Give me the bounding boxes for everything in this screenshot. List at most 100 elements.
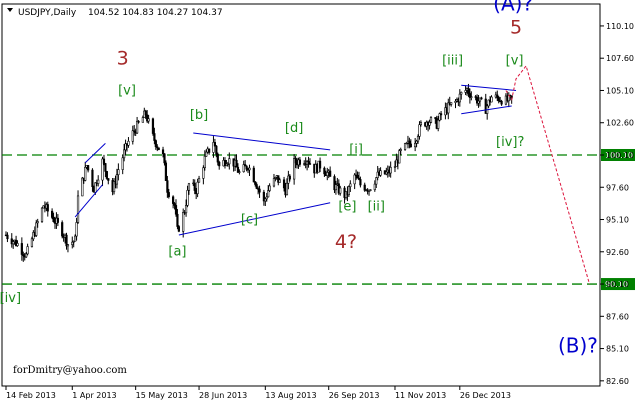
candle-body bbox=[282, 179, 286, 189]
trendline bbox=[461, 105, 512, 115]
candle-body bbox=[107, 178, 110, 181]
candle-body bbox=[238, 171, 241, 173]
candle-body bbox=[288, 175, 291, 180]
candle-body bbox=[385, 171, 388, 175]
candle-body bbox=[428, 121, 431, 126]
candle-body bbox=[121, 157, 124, 170]
wave-label: 3 bbox=[117, 48, 129, 70]
candle-body bbox=[242, 164, 245, 173]
projection-path bbox=[505, 64, 590, 285]
candle-body bbox=[480, 97, 483, 100]
plot-frame bbox=[1, 3, 601, 387]
x-tick-label: 26 Sep 2013 bbox=[329, 391, 380, 400]
y-tick-label: 97.60 bbox=[606, 183, 629, 192]
candle-body bbox=[405, 142, 408, 145]
candle-body bbox=[454, 100, 457, 103]
candle-body bbox=[464, 90, 467, 93]
candle-body bbox=[293, 158, 296, 180]
candle-body bbox=[81, 177, 84, 197]
wave-label: [e] bbox=[338, 199, 356, 214]
candle-body bbox=[153, 133, 156, 141]
candle-body bbox=[403, 143, 407, 150]
candle-body bbox=[369, 189, 372, 191]
candle-body bbox=[186, 189, 189, 206]
candle-body bbox=[215, 145, 218, 155]
candle-body bbox=[203, 155, 206, 169]
candle-body bbox=[308, 163, 312, 165]
candle-body bbox=[450, 102, 453, 105]
candle-body bbox=[151, 118, 155, 134]
candle-body bbox=[72, 240, 75, 243]
candle-body bbox=[84, 166, 87, 181]
chevron-down-icon[interactable] bbox=[7, 8, 13, 12]
x-tick-label: 1 Apr 2013 bbox=[72, 391, 116, 400]
wave-label: 4? bbox=[335, 231, 357, 253]
candle-body bbox=[398, 150, 401, 164]
candle-body bbox=[115, 174, 119, 185]
candle-body bbox=[458, 93, 461, 103]
candle-body bbox=[467, 88, 470, 94]
candle-body bbox=[416, 136, 420, 142]
candle-body bbox=[267, 190, 270, 198]
candle-body bbox=[30, 238, 34, 247]
candle-body bbox=[262, 191, 265, 202]
candle-body bbox=[94, 182, 97, 193]
candles bbox=[4, 83, 513, 262]
candle-body bbox=[87, 165, 90, 171]
candle-body bbox=[375, 177, 378, 185]
candle-body bbox=[353, 174, 356, 185]
candle-body bbox=[434, 117, 437, 119]
candle-body bbox=[318, 160, 322, 169]
candle-body bbox=[414, 142, 417, 148]
candle-body bbox=[323, 167, 326, 175]
candle-body bbox=[339, 187, 342, 194]
candle-body bbox=[163, 153, 166, 164]
y-axis: 110.10 107.60 105.10 102.60 100.10 97.60 95.10… bbox=[600, 22, 634, 386]
candle-body bbox=[176, 213, 179, 227]
trendlines bbox=[74, 84, 517, 236]
candle-body bbox=[6, 234, 9, 240]
candle-body bbox=[333, 176, 336, 191]
candle-body bbox=[307, 161, 310, 164]
candle-body bbox=[429, 117, 433, 123]
candle-body bbox=[154, 140, 157, 148]
x-tick-label: 13 Aug 2013 bbox=[265, 391, 316, 400]
x-tick-label: 15 May 2013 bbox=[136, 391, 188, 400]
trendline bbox=[178, 202, 331, 236]
candle-body bbox=[22, 254, 25, 256]
candle-body bbox=[212, 142, 215, 153]
y-tick-label: 102.60 bbox=[606, 119, 634, 128]
candle-body bbox=[487, 99, 490, 107]
candle-body bbox=[167, 192, 170, 198]
candle-body bbox=[196, 181, 199, 195]
candle-body bbox=[216, 153, 219, 163]
wave-label: [i] bbox=[349, 143, 363, 158]
candle-body bbox=[478, 97, 482, 102]
candle-body bbox=[236, 166, 240, 173]
price-levels: 100.10 90.10 bbox=[2, 148, 635, 291]
candle-body bbox=[157, 147, 160, 151]
candle-body bbox=[156, 146, 159, 149]
y-tick-label: 110.10 bbox=[606, 22, 634, 31]
candle-body bbox=[357, 177, 361, 180]
y-tick-label: 92.60 bbox=[606, 248, 629, 257]
wave-label: [iv]? bbox=[496, 135, 524, 150]
candle-body bbox=[36, 221, 39, 224]
candle-body bbox=[66, 244, 70, 247]
candle-body bbox=[144, 110, 147, 116]
x-tick-label: 11 Nov 2013 bbox=[395, 391, 446, 400]
candle-body bbox=[349, 183, 352, 188]
candle-body bbox=[474, 96, 477, 98]
candle-body bbox=[393, 166, 397, 168]
candle-body bbox=[127, 140, 130, 146]
candle-body bbox=[102, 158, 106, 164]
candle-body bbox=[419, 122, 423, 126]
chart-header-symbol: USDJPY,Daily bbox=[18, 8, 77, 18]
candle-body bbox=[124, 143, 127, 151]
wave-label: [a] bbox=[168, 245, 186, 260]
trendline bbox=[193, 132, 331, 151]
trendline bbox=[461, 84, 517, 91]
wave-label: [v] bbox=[118, 83, 136, 98]
candle-body bbox=[379, 170, 382, 176]
price-level-badge bbox=[601, 148, 635, 161]
